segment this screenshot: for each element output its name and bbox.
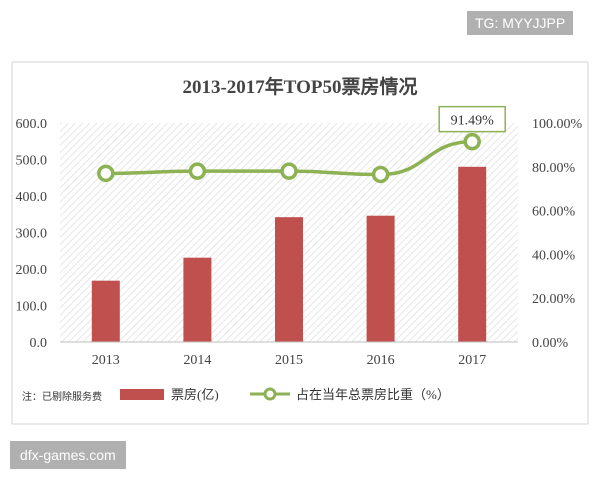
legend-bar-label: 票房(亿) (171, 387, 219, 402)
x-tick-label: 2013 (92, 353, 120, 368)
left-tick-label: 400.0 (16, 190, 48, 205)
right-axis: 0.00% 20.00% 40.00% 60.00% 80.00% 100.00% (532, 117, 583, 351)
left-tick-label: 200.0 (16, 263, 48, 278)
x-tick-label: 2017 (458, 353, 486, 368)
left-tick-label: 600.0 (16, 117, 48, 132)
point-2013 (97, 164, 115, 183)
bar-2014 (183, 257, 212, 342)
bar-2017 (458, 166, 487, 342)
watermark-top: TG: MYYJJPP (467, 11, 574, 35)
left-tick-label: 0.0 (30, 336, 48, 351)
bar-2015 (275, 217, 303, 342)
x-axis: 2013 2014 2015 2016 2017 (92, 353, 486, 368)
left-axis: 0.0 100.0 200.0 300.0 400.0 500.0 600.0 (16, 117, 48, 351)
line-series (97, 132, 481, 184)
annotation: 91.49% (438, 105, 506, 133)
point-2015 (280, 162, 298, 180)
point-2014 (188, 162, 207, 180)
right-tick-label: 20.00% (532, 292, 576, 307)
left-tick-label: 500.0 (16, 154, 48, 169)
x-tick-label: 2014 (183, 353, 211, 368)
right-tick-label: 80.00% (532, 161, 576, 176)
left-tick-label: 300.0 (16, 227, 48, 242)
x-tick-label: 2015 (275, 353, 303, 368)
legend-bar-swatch (120, 389, 164, 400)
x-tick-label: 2016 (367, 353, 395, 368)
point-2017 (463, 132, 481, 151)
left-tick-label: 100.0 (16, 300, 48, 315)
bar-2016 (366, 215, 395, 342)
bar-series (91, 166, 487, 342)
right-tick-label: 0.00% (532, 336, 569, 351)
annotation-label: 91.49% (451, 114, 495, 129)
legend-line-label: 占在当年总票房比重（%） (296, 387, 450, 402)
right-tick-label: 40.00% (532, 248, 576, 263)
right-tick-label: 100.00% (532, 117, 583, 132)
legend-line-marker (263, 387, 277, 401)
footnote: 注：已剔除服务费 (22, 390, 102, 403)
chart-title: 2013-2017年TOP50票房情况 (182, 75, 417, 98)
bar-2013 (91, 280, 120, 342)
watermark-bottom: dfx-games.com (10, 441, 126, 469)
right-tick-label: 60.00% (532, 205, 576, 220)
annotation-box (438, 105, 506, 133)
point-2016 (371, 165, 390, 184)
legend: 票房(亿) 占在当年总票房比重（%） (120, 387, 450, 402)
